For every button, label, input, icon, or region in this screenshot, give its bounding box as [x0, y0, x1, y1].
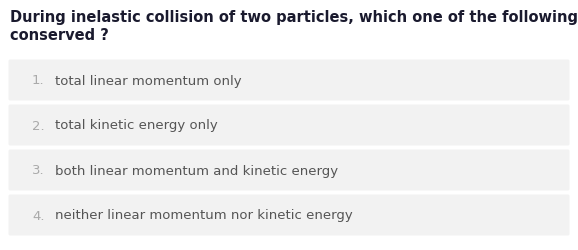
Text: neither linear momentum nor kinetic energy: neither linear momentum nor kinetic ener…: [55, 209, 353, 222]
Text: both linear momentum and kinetic energy: both linear momentum and kinetic energy: [55, 164, 338, 177]
Text: 1.: 1.: [32, 74, 45, 87]
FancyBboxPatch shape: [9, 105, 569, 146]
Text: During inelastic collision of two particles, which one of the following is: During inelastic collision of two partic…: [10, 10, 578, 25]
Text: total kinetic energy only: total kinetic energy only: [55, 119, 218, 132]
Text: 4.: 4.: [32, 209, 45, 222]
FancyBboxPatch shape: [9, 150, 569, 191]
Text: conserved ?: conserved ?: [10, 28, 109, 43]
FancyBboxPatch shape: [9, 195, 569, 235]
Text: 3.: 3.: [32, 164, 45, 177]
Text: total linear momentum only: total linear momentum only: [55, 74, 242, 87]
FancyBboxPatch shape: [9, 60, 569, 101]
Text: 2.: 2.: [32, 119, 45, 132]
